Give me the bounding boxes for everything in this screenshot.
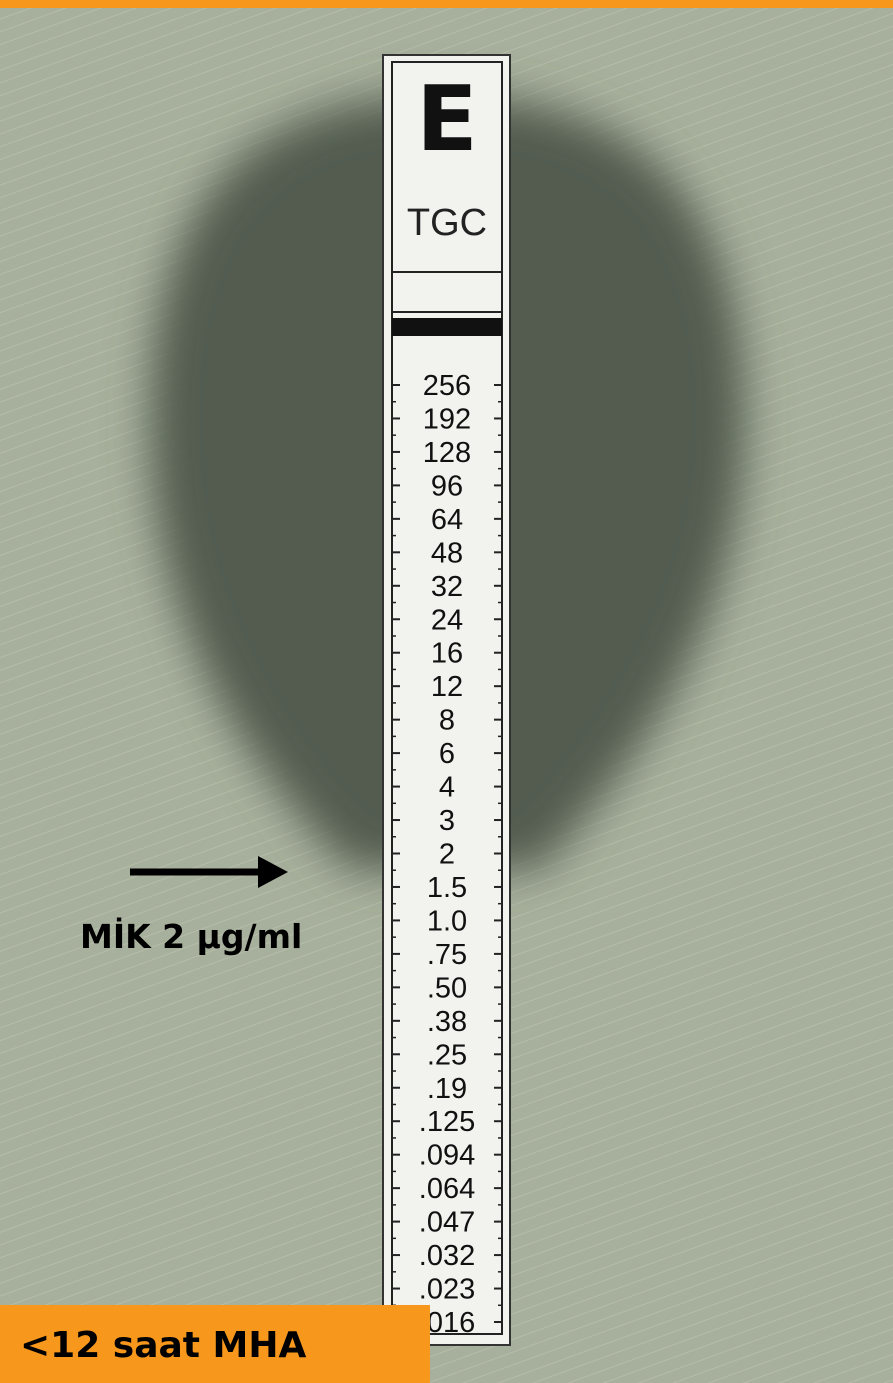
scale-label: 96 — [431, 470, 463, 502]
scale-label: .125 — [419, 1106, 475, 1138]
scale-label: 256 — [423, 370, 471, 402]
scale-label: 8 — [439, 705, 455, 737]
scale-label: .064 — [419, 1173, 475, 1205]
scale-label: 64 — [431, 504, 463, 536]
scale-label: .25 — [427, 1039, 467, 1071]
scale-label: 128 — [423, 437, 471, 469]
drug-code: TGC — [407, 202, 487, 244]
scale-label: .032 — [419, 1240, 475, 1272]
scale-label: .19 — [427, 1073, 467, 1105]
scale-label: 4 — [439, 772, 455, 804]
scale-label: .094 — [419, 1140, 475, 1172]
scale-label: 1.5 — [427, 872, 467, 904]
scale-label: .38 — [427, 1006, 467, 1038]
caption: <12 saat MHA — [20, 1325, 307, 1366]
scale-label: 32 — [431, 571, 463, 603]
scale-label: 2 — [439, 839, 455, 871]
mic-annotation: MİK 2 μg/ml — [80, 916, 302, 956]
strip-logo: E — [416, 67, 477, 172]
scale-label: 192 — [423, 403, 471, 435]
scale-label: .75 — [427, 939, 467, 971]
scale-label: 12 — [431, 671, 463, 703]
scale-label: 48 — [431, 537, 463, 569]
black-band — [392, 318, 502, 336]
scale-label: 24 — [431, 604, 463, 636]
scale-label: 1.0 — [427, 905, 467, 937]
scale-label: .047 — [419, 1207, 475, 1239]
scale-label: .50 — [427, 972, 467, 1004]
scale-label: 16 — [431, 638, 463, 670]
scale-label: 6 — [439, 738, 455, 770]
scale-label: .023 — [419, 1274, 475, 1306]
top-border — [0, 0, 893, 8]
photo: E TGC 25619212896644832241612864321.51.0… — [0, 0, 893, 1383]
scale-label: 3 — [439, 805, 455, 837]
